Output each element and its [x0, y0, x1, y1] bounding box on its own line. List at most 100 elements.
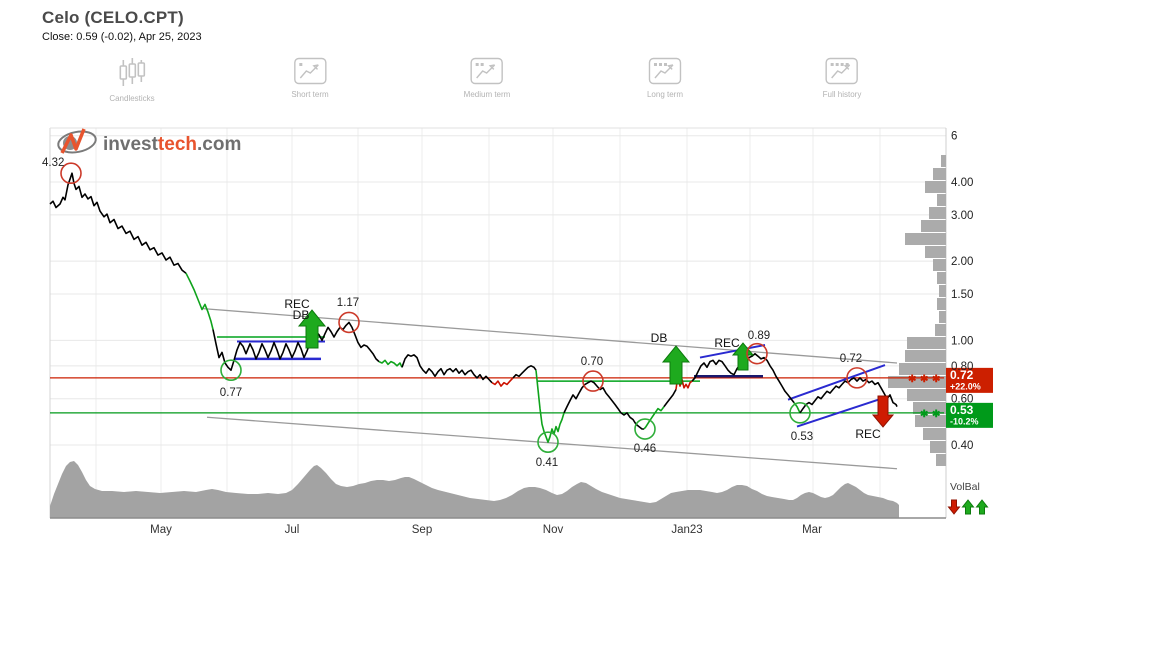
- chart-medium-term-icon: [470, 57, 504, 85]
- volume-by-price-bar: [935, 324, 946, 336]
- trend-channel-lower-line: [206, 416, 898, 470]
- level-star-icon: ✱: [920, 409, 929, 420]
- price-line-segment: [563, 380, 644, 430]
- volume-by-price-bar: [888, 376, 946, 388]
- volume-area: [50, 461, 899, 518]
- volume-by-price-bar: [915, 415, 946, 427]
- price-line-segment: [401, 354, 493, 384]
- price-level-badge: [946, 402, 993, 428]
- badge-price-value: 0.53: [950, 403, 974, 417]
- signal-up-arrow-icon: [297, 309, 327, 349]
- toolbar-item-label: Full history: [822, 90, 862, 99]
- y-axis-tick-label: 4.00: [951, 177, 973, 189]
- chart-header: Celo (CELO.CPT) Close: 0.59 (-0.02), Apr…: [42, 8, 202, 43]
- signal-label: REC: [855, 427, 881, 441]
- price-point-label: 4.32: [42, 157, 64, 169]
- medium-term-button[interactable]: Medium term: [464, 57, 510, 99]
- close-info: Close: 0.59 (-0.02), Apr 25, 2023: [42, 31, 202, 43]
- chart-view-toolbar: Candlesticks Short term Medium term: [0, 57, 1000, 109]
- price-point-label: 0.89: [748, 330, 770, 342]
- bottom-marker-circle: [789, 402, 811, 424]
- volume-by-price-bar: [930, 441, 946, 453]
- volume-by-price-bar: [907, 337, 946, 349]
- bottom-marker-circle: [220, 359, 242, 381]
- x-axis-month-label: May: [150, 524, 172, 536]
- price-level-badge: [946, 367, 993, 393]
- candlesticks-button[interactable]: Candlesticks: [109, 57, 155, 103]
- long-term-button[interactable]: Long term: [647, 57, 683, 99]
- volume-by-price-bar: [937, 194, 946, 206]
- volume-by-price-bar: [937, 272, 946, 284]
- y-axis-tick-label: 0.60: [951, 394, 973, 406]
- y-axis-tick-label: 0.80: [951, 361, 973, 373]
- y-axis-tick-label: 0.40: [951, 440, 973, 452]
- logo-text: investtech.com: [103, 134, 242, 155]
- volume-by-price-bar: [899, 363, 946, 375]
- full-history-button[interactable]: Full history: [822, 57, 862, 99]
- level-star-icon: ✱: [920, 374, 929, 385]
- price-line-segment: [49, 172, 187, 274]
- investtech-logo: investtech.com: [56, 126, 241, 163]
- volume-by-price-bar: [941, 155, 946, 167]
- pattern-line: [787, 364, 886, 401]
- volume-by-price-bar: [925, 181, 946, 193]
- level-star-icon: ✱: [932, 374, 941, 385]
- volume-by-price-bar: [933, 168, 946, 180]
- price-line-segment: [378, 359, 403, 368]
- volume-by-price-bar: [937, 298, 946, 310]
- signal-label: REC: [714, 336, 740, 350]
- chart-short-term-icon: [293, 57, 327, 85]
- price-point-label: 0.70: [581, 356, 603, 368]
- bottom-marker-circle: [537, 431, 559, 453]
- price-line-segment: [535, 370, 565, 444]
- volume-by-price-bar: [907, 389, 946, 401]
- bottom-marker-circle: [634, 418, 656, 440]
- volume-by-price-bar: [929, 207, 946, 219]
- chart-long-term-icon: [648, 57, 682, 85]
- price-line-segment: [663, 389, 677, 408]
- volume-by-price-bar: [939, 285, 946, 297]
- price-point-label: 0.77: [220, 387, 242, 399]
- pattern-line: [796, 395, 888, 428]
- y-axis-tick-label: 1.50: [951, 289, 973, 301]
- signal-up-arrow-icon: [975, 499, 989, 515]
- short-term-button[interactable]: Short term: [291, 57, 329, 99]
- price-line-segment: [799, 377, 898, 414]
- top-marker-circle: [338, 311, 360, 334]
- page-title: Celo (CELO.CPT): [42, 8, 184, 27]
- y-axis-tick-label: 6: [951, 131, 957, 143]
- volume-by-price-bar: [923, 428, 946, 440]
- level-star-icon: ✱: [932, 409, 941, 420]
- volume-by-price-bar: [905, 350, 946, 362]
- price-line-segment: [212, 321, 380, 372]
- top-marker-circle: [60, 162, 82, 185]
- volume-by-price-bar: [925, 246, 946, 258]
- price-point-label: 1.17: [337, 297, 359, 309]
- investtech-eye-icon: [56, 126, 98, 163]
- signal-up-arrow-icon: [961, 499, 975, 515]
- chart-full-history-icon: [825, 57, 859, 85]
- volume-by-price-bar: [921, 220, 946, 232]
- toolbar-item-label: Candlesticks: [109, 94, 155, 103]
- x-axis-month-label: Sep: [412, 524, 432, 536]
- y-axis-tick-label: 2.00: [951, 256, 973, 268]
- badge-percent-change: +22.0%: [950, 381, 981, 391]
- badge-price-value: 0.72: [950, 368, 974, 382]
- signal-down-arrow-icon: [947, 499, 961, 515]
- signal-label: DB: [651, 331, 668, 345]
- candlesticks-icon: [118, 57, 146, 89]
- price-line-segment: [491, 377, 514, 387]
- volume-by-price-bar: [913, 402, 946, 414]
- volbal-label: VolBal: [950, 481, 980, 493]
- toolbar-item-label: Long term: [646, 90, 684, 99]
- signal-up-arrow-icon: [661, 345, 691, 385]
- x-axis-month-label: Jan23: [671, 524, 702, 536]
- price-point-label: 0.46: [634, 443, 656, 455]
- signal-label: DB: [293, 308, 310, 322]
- top-marker-circle: [746, 342, 768, 365]
- price-point-label: 0.72: [840, 353, 862, 365]
- price-point-label: 0.53: [791, 431, 813, 443]
- x-axis-month-label: Jul: [285, 524, 300, 536]
